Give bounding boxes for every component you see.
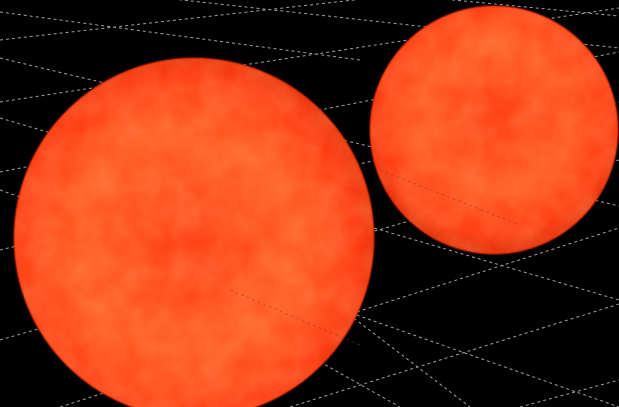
- small-red-sphere: [369, 5, 619, 255]
- large-red-sphere: [13, 57, 375, 407]
- grid-overlay-traces: [229, 169, 521, 346]
